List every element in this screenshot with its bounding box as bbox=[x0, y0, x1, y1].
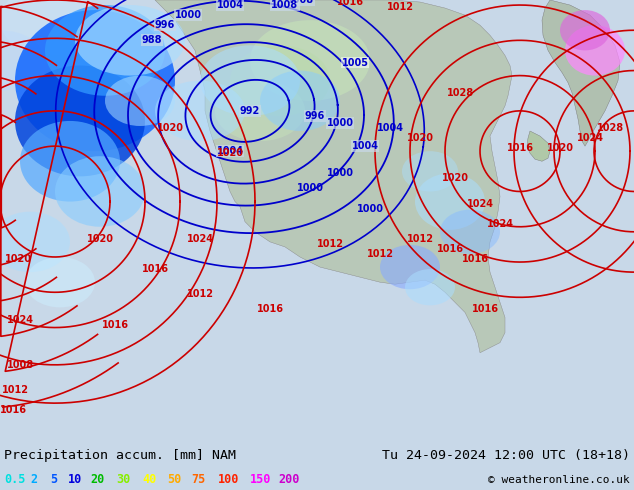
Text: 75: 75 bbox=[191, 473, 205, 487]
Text: 1024: 1024 bbox=[6, 315, 34, 324]
Ellipse shape bbox=[250, 20, 370, 101]
Text: © weatheronline.co.uk: © weatheronline.co.uk bbox=[488, 475, 630, 485]
Text: 1000: 1000 bbox=[327, 118, 354, 128]
Polygon shape bbox=[527, 131, 550, 161]
Text: 1012: 1012 bbox=[406, 234, 434, 244]
Text: 100: 100 bbox=[218, 473, 240, 487]
Text: 1016: 1016 bbox=[101, 319, 129, 330]
Text: 1000: 1000 bbox=[174, 10, 202, 20]
Text: 1012: 1012 bbox=[1, 385, 29, 395]
Ellipse shape bbox=[402, 151, 458, 192]
Text: 30: 30 bbox=[116, 473, 130, 487]
Ellipse shape bbox=[215, 81, 305, 141]
Text: 988: 988 bbox=[142, 35, 162, 45]
Text: 5: 5 bbox=[50, 473, 57, 487]
Text: 1000: 1000 bbox=[356, 204, 384, 214]
Text: 1012: 1012 bbox=[387, 2, 413, 12]
Text: 1012: 1012 bbox=[316, 239, 344, 249]
Text: 1012: 1012 bbox=[366, 249, 394, 259]
Text: 40: 40 bbox=[142, 473, 156, 487]
Ellipse shape bbox=[45, 5, 165, 96]
Text: 1004: 1004 bbox=[216, 0, 243, 10]
Ellipse shape bbox=[0, 212, 70, 272]
Text: 1016: 1016 bbox=[507, 143, 533, 153]
Text: 1008: 1008 bbox=[287, 0, 314, 5]
Text: 1028: 1028 bbox=[446, 88, 474, 98]
Ellipse shape bbox=[75, 5, 185, 75]
Ellipse shape bbox=[15, 66, 145, 176]
Text: 1024: 1024 bbox=[186, 234, 214, 244]
Text: 1012: 1012 bbox=[186, 289, 214, 299]
Ellipse shape bbox=[15, 10, 175, 151]
Text: 1024: 1024 bbox=[576, 133, 604, 143]
Text: 1004: 1004 bbox=[377, 123, 403, 133]
Text: 1020: 1020 bbox=[157, 123, 183, 133]
Text: 150: 150 bbox=[250, 473, 271, 487]
Ellipse shape bbox=[260, 71, 340, 131]
Ellipse shape bbox=[380, 245, 440, 289]
Text: 1020: 1020 bbox=[86, 234, 113, 244]
Text: 1004: 1004 bbox=[351, 141, 378, 151]
Text: 20: 20 bbox=[90, 473, 104, 487]
Ellipse shape bbox=[20, 121, 120, 201]
Text: 1020: 1020 bbox=[406, 133, 434, 143]
Text: 992: 992 bbox=[240, 106, 260, 116]
Ellipse shape bbox=[560, 10, 610, 50]
Text: 1008: 1008 bbox=[271, 0, 299, 10]
Ellipse shape bbox=[55, 156, 145, 227]
Ellipse shape bbox=[155, 81, 245, 141]
Text: Tu 24-09-2024 12:00 UTC (18+18): Tu 24-09-2024 12:00 UTC (18+18) bbox=[382, 449, 630, 462]
Text: 10: 10 bbox=[68, 473, 82, 487]
Text: 0.5: 0.5 bbox=[4, 473, 25, 487]
Text: 2: 2 bbox=[30, 473, 37, 487]
Text: 50: 50 bbox=[167, 473, 181, 487]
Ellipse shape bbox=[0, 0, 100, 55]
Text: 1016: 1016 bbox=[141, 264, 169, 274]
Text: 1024: 1024 bbox=[467, 198, 493, 209]
Text: 1020: 1020 bbox=[547, 143, 574, 153]
Ellipse shape bbox=[200, 46, 300, 116]
Polygon shape bbox=[155, 0, 512, 353]
Ellipse shape bbox=[405, 269, 455, 305]
Text: 1016: 1016 bbox=[462, 254, 489, 264]
Text: 1000: 1000 bbox=[297, 183, 323, 194]
Text: 1016: 1016 bbox=[436, 244, 463, 254]
Polygon shape bbox=[542, 0, 620, 146]
Text: 1005: 1005 bbox=[342, 57, 368, 68]
Ellipse shape bbox=[440, 210, 500, 254]
Text: 996: 996 bbox=[305, 111, 325, 121]
Text: 1016: 1016 bbox=[337, 0, 363, 7]
Text: 1004: 1004 bbox=[216, 146, 243, 156]
Ellipse shape bbox=[25, 257, 95, 307]
Text: 1016: 1016 bbox=[257, 304, 283, 315]
Text: 1020: 1020 bbox=[216, 148, 243, 158]
Text: Precipitation accum. [mm] NAM: Precipitation accum. [mm] NAM bbox=[4, 449, 236, 462]
Text: 1024: 1024 bbox=[486, 219, 514, 229]
Text: 200: 200 bbox=[278, 473, 299, 487]
Ellipse shape bbox=[230, 46, 330, 116]
Text: 1016: 1016 bbox=[0, 405, 27, 415]
Ellipse shape bbox=[0, 30, 45, 91]
Ellipse shape bbox=[415, 173, 485, 230]
Text: 1008: 1008 bbox=[6, 360, 34, 370]
Text: 1020: 1020 bbox=[441, 173, 469, 183]
Text: 1016: 1016 bbox=[472, 304, 498, 315]
Text: 1028: 1028 bbox=[597, 123, 624, 133]
Text: 996: 996 bbox=[155, 20, 175, 30]
Ellipse shape bbox=[565, 25, 625, 75]
Text: 1020: 1020 bbox=[4, 254, 32, 264]
Text: 1000: 1000 bbox=[327, 169, 354, 178]
Ellipse shape bbox=[105, 75, 175, 126]
